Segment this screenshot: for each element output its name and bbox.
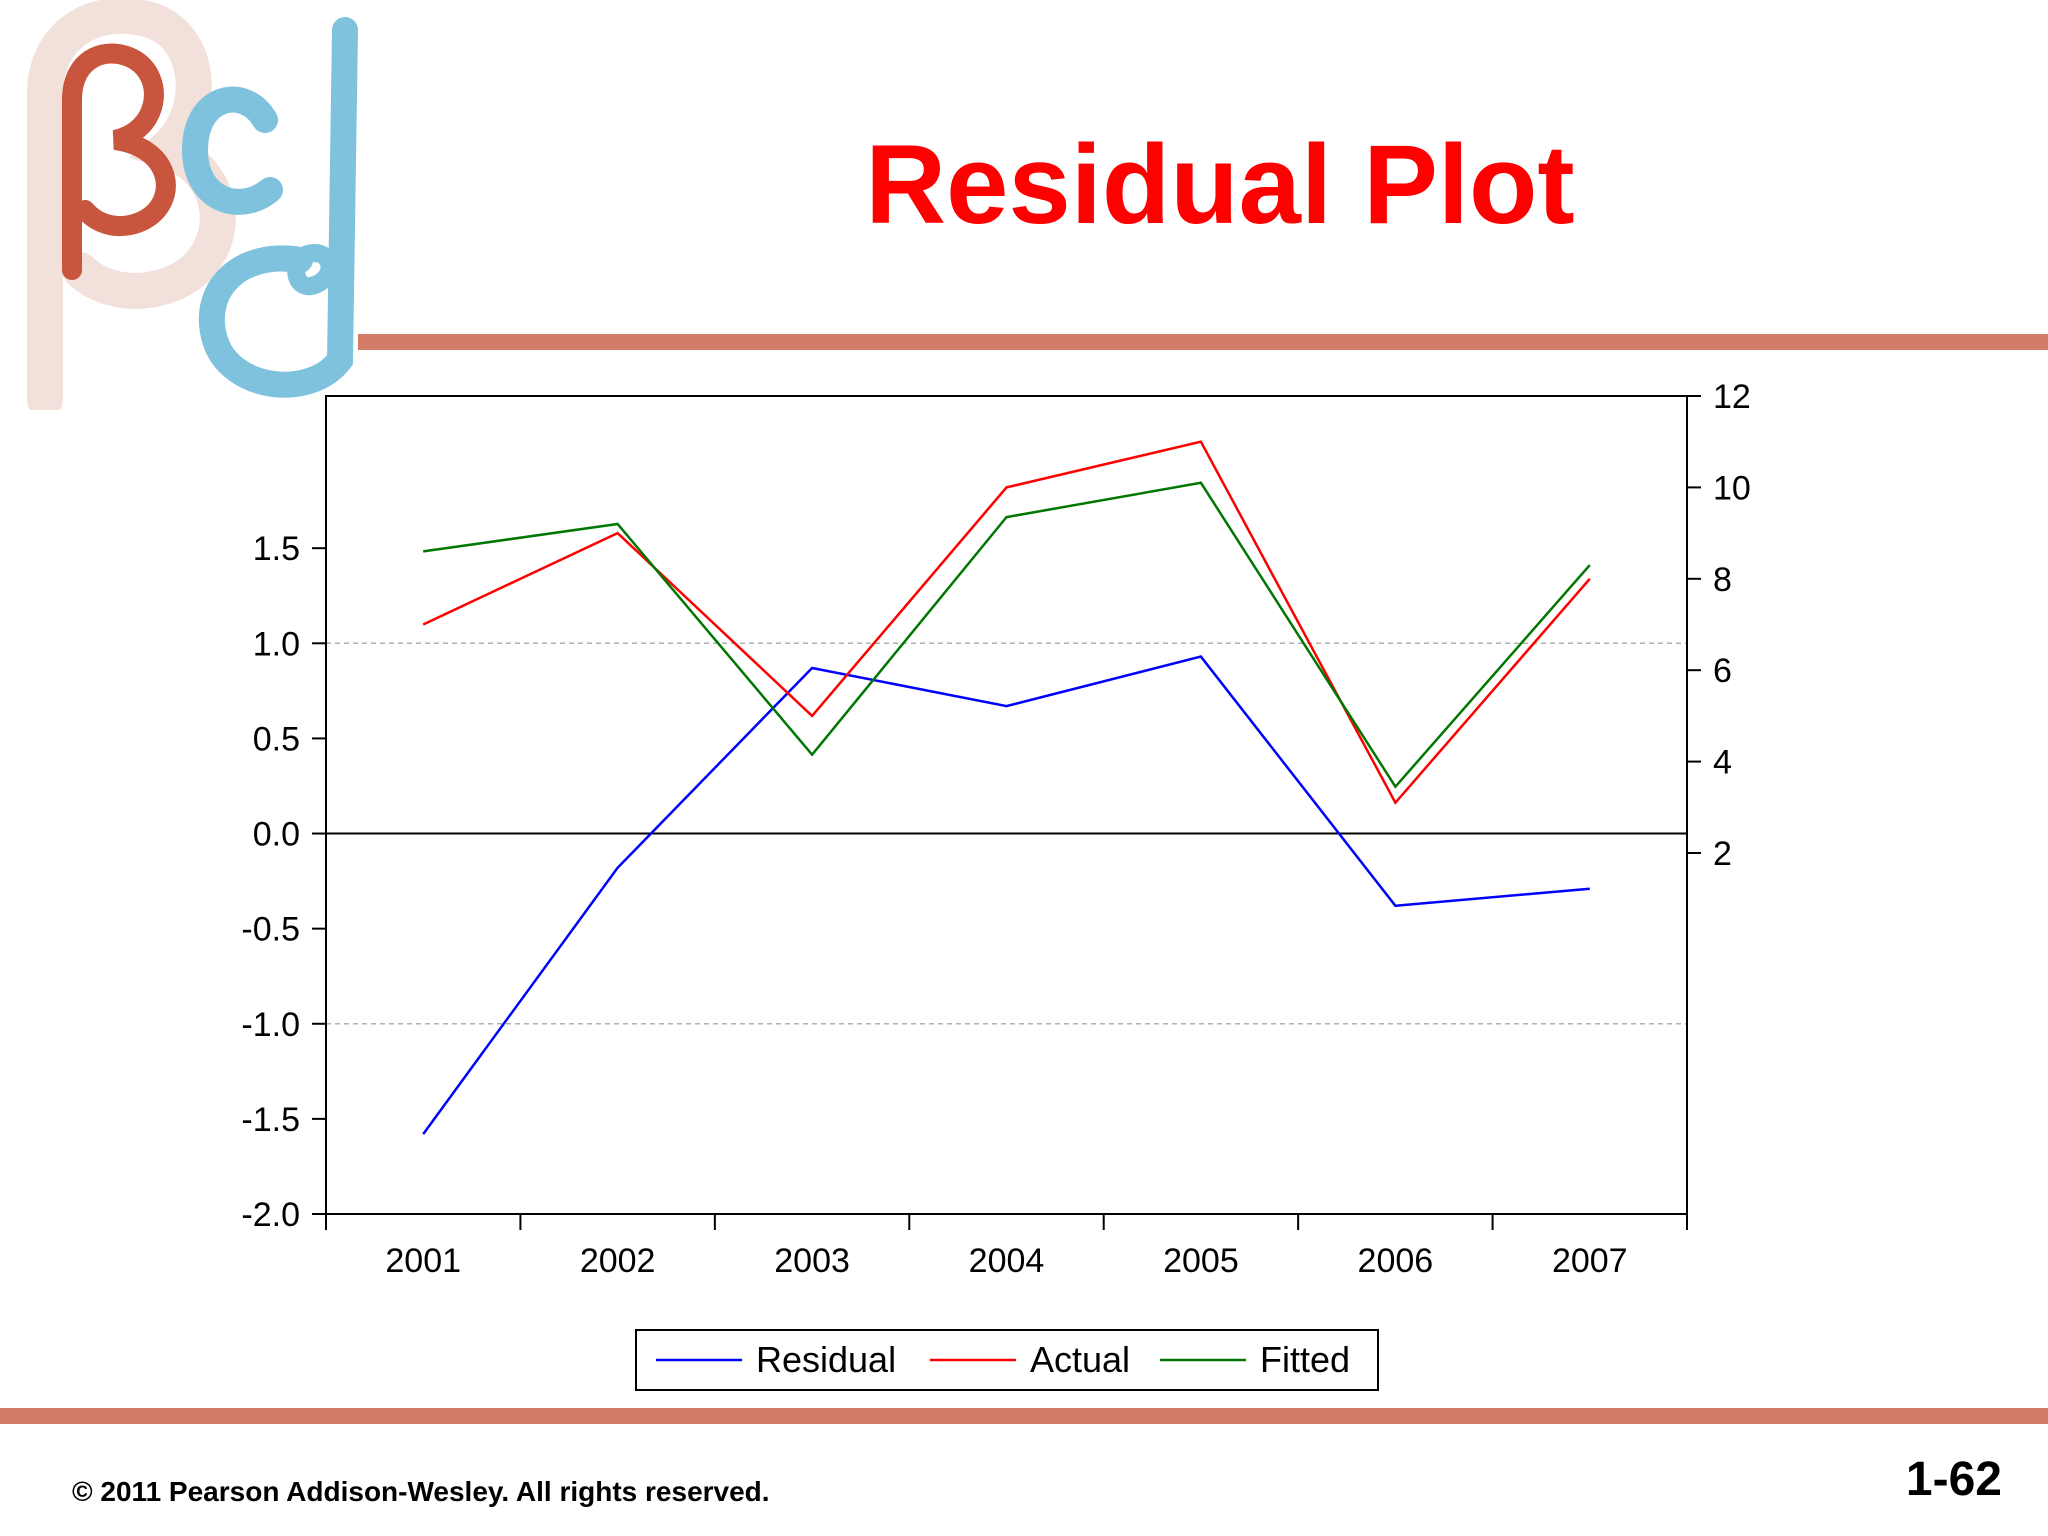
logo-blue-loop [287, 244, 339, 295]
left-axis-tick-label: -2.0 [241, 1196, 300, 1234]
plot-frame [325, 395, 1688, 1215]
left-axis-tick-label: 0.5 [253, 720, 300, 758]
left-axis-tick-label: -0.5 [241, 911, 300, 949]
page-number: 1-62 [1905, 1453, 2002, 1506]
left-axis-tick-label: -1.5 [241, 1101, 300, 1139]
x-axis-tick-label: 2001 [385, 1242, 461, 1280]
right-axis-tick-label: 4 [1713, 744, 1732, 782]
right-axis-tick-label: 8 [1713, 561, 1732, 599]
series-layer [422, 440, 1591, 1135]
legend-label-fitted: Fitted [1260, 1339, 1350, 1380]
x-axis-tick-label: 2005 [1163, 1242, 1239, 1280]
axes-layer: 1.5 1.0 0.5 0.0 -0.5 -1.0 -1.5 -2.0 12 10 8 6 4 2 2001… [241, 378, 1750, 1280]
left-axis-tick-label: -1.0 [241, 1006, 300, 1044]
beta-logo-icon [0, 0, 370, 418]
x-axis-tick-label: 2004 [969, 1242, 1045, 1280]
series-line-residual [422, 655, 1590, 1135]
x-axis-tick-label: 2003 [774, 1242, 850, 1280]
right-axis-tick-label: 12 [1713, 378, 1751, 416]
slide-title: Residual Plot [865, 122, 1575, 247]
logo-blue-hook [198, 17, 358, 398]
bottom-divider [0, 1408, 2048, 1424]
series-line-actual [422, 440, 1591, 805]
logo-shadow-beta [27, 0, 236, 418]
legend-label-residual: Residual [756, 1339, 896, 1380]
x-axis-tick-label: 2002 [580, 1242, 656, 1280]
left-axis-tick-label: 1.5 [253, 530, 300, 568]
x-axis-tick-label: 2006 [1358, 1242, 1434, 1280]
left-axis-tick-label: 0.0 [253, 816, 300, 854]
logo-beta [62, 43, 176, 280]
logo-blue-c [181, 86, 283, 215]
left-axis-tick-label: 1.0 [253, 625, 300, 663]
legend-layer: Residual Actual Fitted [635, 1329, 1379, 1391]
right-axis-tick-label: 6 [1713, 652, 1732, 690]
grid-layer [326, 642, 1687, 1025]
series-line-fitted [423, 481, 1591, 789]
x-axis-tick-label: 2007 [1552, 1242, 1628, 1280]
copyright-text: © 2011 Pearson Addison-Wesley. All right… [72, 1476, 770, 1507]
right-axis-tick-label: 10 [1713, 469, 1751, 507]
top-divider [358, 334, 2048, 350]
logo-graphic [27, 0, 358, 418]
legend-label-actual: Actual [1030, 1339, 1130, 1380]
right-axis-tick-label: 2 [1713, 835, 1732, 873]
